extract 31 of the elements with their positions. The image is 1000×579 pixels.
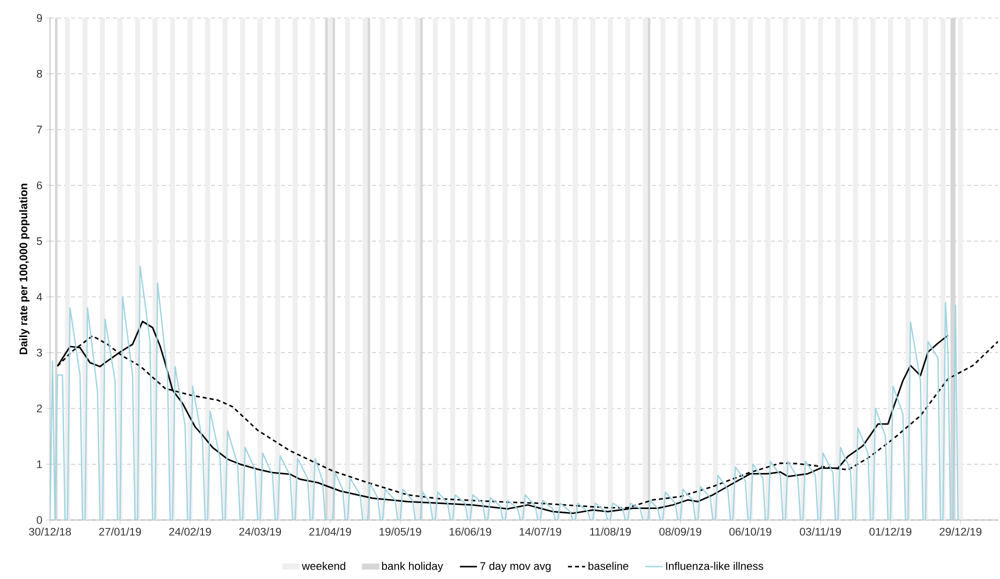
y-tick-label: 2	[36, 404, 42, 412]
legend-label: Influenza-like illness	[666, 562, 764, 570]
x-tick-label: 19/05/19	[380, 528, 422, 536]
y-tick-label: 1	[37, 460, 42, 468]
x-tick-label: 24/02/19	[169, 528, 211, 536]
x-tick-label: 01/12/19	[869, 528, 912, 536]
y-tick-label: 9	[36, 14, 42, 22]
legend-label: bank holiday	[382, 562, 444, 572]
y-tick-label: 6	[36, 181, 42, 190]
x-tick-label: 06/10/19	[729, 528, 772, 536]
y-tick-label: 0	[36, 516, 42, 524]
y-tick-label: 7	[36, 126, 42, 134]
x-tick-label: 16/06/19	[450, 528, 492, 536]
x-tick-label: 08/09/19	[659, 528, 702, 536]
y-tick-label: 4	[36, 293, 42, 301]
x-tick-label: 11/08/19	[590, 528, 631, 536]
x-tick-label: 24/03/19	[239, 528, 282, 536]
x-tick-label: 27/01/19	[99, 528, 141, 536]
legend-label: weekend	[302, 562, 346, 570]
y-axis-title: Daily rate per 100,000 population	[19, 184, 30, 354]
x-tick-label: 14/07/19	[520, 528, 562, 536]
legend-label: baseline	[588, 562, 628, 570]
line-series	[50, 266, 962, 520]
y-tick-label: 5	[36, 237, 42, 245]
y-tick-label: 8	[36, 70, 42, 78]
x-tick-label: 29/12/19	[940, 528, 982, 536]
x-tick-label: 03/11/19	[800, 528, 841, 536]
x-tick-label: 30/12/18	[29, 528, 71, 536]
y-tick-label: 3	[36, 348, 42, 357]
legend-label: 7 day mov avg	[480, 562, 551, 572]
x-tick-label: 21/04/19	[309, 528, 352, 536]
